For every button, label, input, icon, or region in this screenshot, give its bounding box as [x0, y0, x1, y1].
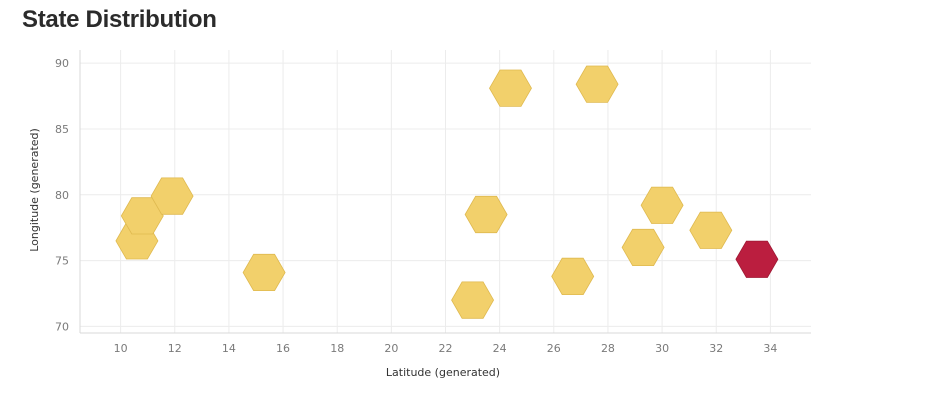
hexagon-marker [464, 195, 508, 234]
highlighted-hexagon-marker [735, 240, 779, 278]
data-markers [115, 65, 779, 319]
x-axis-title: Latitude (generated) [386, 366, 500, 379]
x-tick-label: 34 [763, 342, 777, 355]
hexagon-marker [640, 186, 684, 224]
x-tick-label: 24 [493, 342, 507, 355]
x-tick-label: 14 [222, 342, 236, 355]
hexagon-marker [689, 211, 733, 249]
x-tick-label: 32 [709, 342, 723, 355]
y-axis-title: Longitude (generated) [28, 128, 41, 252]
page-title: State Distribution [22, 6, 217, 33]
hexagon-marker [242, 253, 286, 292]
x-tick-label: 10 [114, 342, 128, 355]
x-tick-label: 20 [384, 342, 398, 355]
hexagon-marker [621, 228, 665, 267]
y-tick-label: 85 [55, 123, 69, 136]
y-tick-label: 90 [55, 57, 69, 70]
hexagon-marker [551, 257, 595, 296]
x-tick-label: 16 [276, 342, 290, 355]
hexagon-marker [489, 69, 532, 107]
hexagon-marker [451, 281, 495, 319]
hexagon-marker [150, 177, 194, 215]
x-tick-label: 28 [601, 342, 615, 355]
x-tick-label: 22 [439, 342, 453, 355]
x-tick-label: 30 [655, 342, 669, 355]
x-tick-label: 12 [168, 342, 182, 355]
y-tick-label: 80 [55, 189, 69, 202]
axes: 10 12 14 16 18 20 22 24 26 28 30 32 34 70 75 80 85 90 [55, 50, 811, 355]
x-tick-label: 26 [547, 342, 561, 355]
y-tick-label: 70 [55, 320, 69, 333]
y-tick-label: 75 [55, 255, 69, 268]
hexagon-marker [575, 65, 619, 103]
x-tick-label: 18 [330, 342, 344, 355]
